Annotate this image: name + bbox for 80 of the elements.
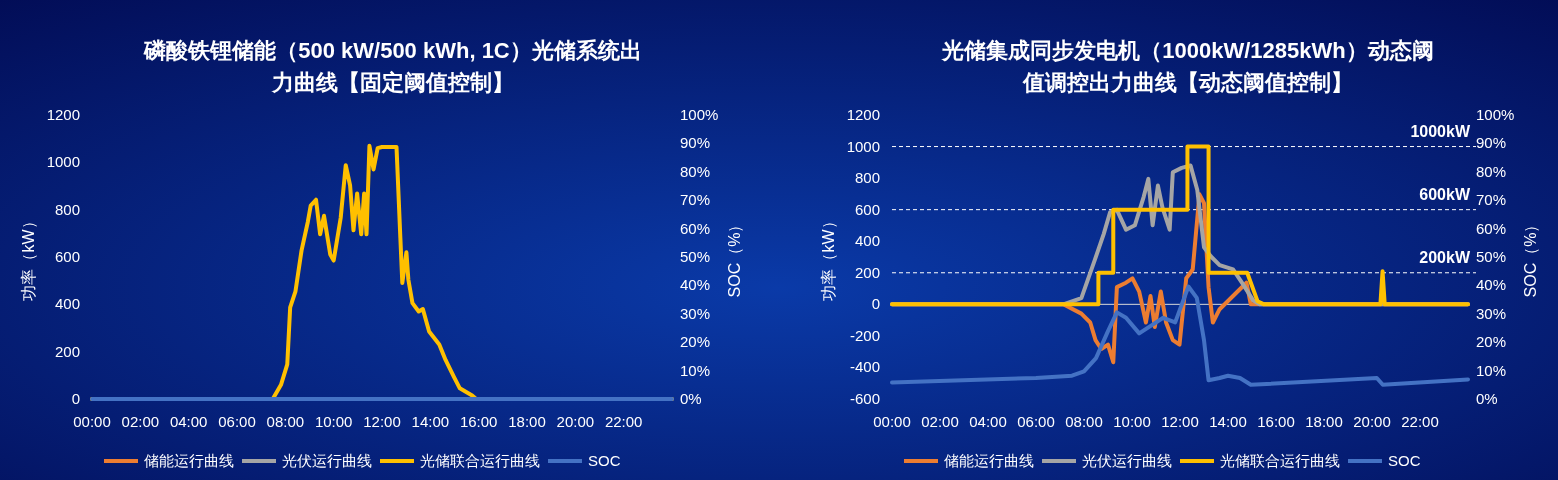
legend-label: SOC — [588, 452, 621, 469]
x-tick-label: 10:00 — [1113, 413, 1151, 430]
ref-line-label: 600kW — [1419, 185, 1471, 203]
x-tick-label: 20:00 — [1353, 413, 1391, 430]
x-tick-label: 00:00 — [873, 413, 911, 430]
y-tick-label: 400 — [854, 232, 880, 250]
ref-line-label: 200kW — [1419, 248, 1471, 266]
y2-tick-label: 50% — [680, 248, 711, 265]
x-tick-label: 22:00 — [1401, 413, 1439, 430]
x-tick-label: 18:00 — [508, 413, 546, 430]
y-tick-label: 1200 — [46, 106, 80, 123]
legend-label: 储能运行曲线 — [144, 452, 234, 469]
y2-tick-label: 30% — [1476, 304, 1507, 322]
y2-tick-label: 20% — [680, 333, 711, 351]
y2-tick-label: 100% — [680, 106, 719, 123]
x-tick-label: 02:00 — [121, 413, 160, 430]
x-tick-label: 02:00 — [921, 413, 959, 430]
y-tick-label: 0 — [71, 390, 80, 407]
y2-axis-title: SOC（%） — [1522, 216, 1539, 298]
x-tick-label: 12:00 — [1161, 413, 1199, 430]
x-tick-label: 16:00 — [459, 413, 498, 430]
y2-tick-label: 10% — [680, 361, 711, 379]
x-tick-label: 10:00 — [314, 413, 353, 430]
x-tick-label: 06:00 — [1017, 413, 1055, 430]
y2-tick-label: 90% — [680, 134, 711, 152]
legend-label: 储能运行曲线 — [944, 452, 1034, 469]
y2-tick-label: 100% — [1476, 106, 1515, 123]
x-tick-label: 22:00 — [604, 413, 643, 430]
y-tick-label: 1200 — [846, 106, 880, 123]
y2-tick-label: 20% — [1476, 333, 1507, 351]
y-tick-label: -400 — [849, 358, 880, 376]
ref-line-label: 1000kW — [1410, 122, 1471, 140]
y2-tick-label: 60% — [1476, 219, 1507, 237]
x-tick-label: 04:00 — [969, 413, 1007, 430]
x-tick-label: 08:00 — [266, 413, 305, 430]
x-tick-label: 00:00 — [73, 413, 111, 430]
x-tick-label: 14:00 — [411, 413, 450, 430]
y-tick-label: 800 — [854, 169, 880, 187]
y2-tick-label: 0% — [1476, 390, 1498, 407]
y2-tick-label: 60% — [680, 219, 711, 237]
y-tick-label: 200 — [54, 342, 80, 360]
y2-tick-label: 80% — [1476, 162, 1507, 180]
x-tick-label: 16:00 — [1257, 413, 1295, 430]
x-tick-label: 18:00 — [1305, 413, 1343, 430]
y2-tick-label: 40% — [1476, 276, 1507, 294]
y-tick-label: 200 — [854, 263, 880, 281]
y-tick-label: 600 — [854, 200, 880, 218]
y-axis-title: 功率（kW） — [820, 213, 837, 301]
y2-tick-label: 70% — [680, 191, 711, 209]
y2-tick-label: 10% — [1476, 361, 1507, 379]
x-tick-label: 12:00 — [363, 413, 401, 430]
y-tick-label: 1000 — [846, 137, 880, 155]
y-tick-label: -200 — [849, 326, 880, 344]
legend-label: 光伏运行曲线 — [282, 452, 372, 469]
x-tick-label: 08:00 — [1065, 413, 1103, 430]
y2-tick-label: 90% — [1476, 134, 1507, 152]
y2-tick-label: 70% — [1476, 191, 1507, 209]
chart-title: 磷酸铁锂储能（500 kW/500 kWh, 1C）光储系统出力曲线【固定阈值控制】 — [143, 38, 642, 95]
legend-label: 光储联合运行曲线 — [1220, 452, 1340, 469]
legend-label: 光伏运行曲线 — [1082, 452, 1172, 469]
x-tick-label: 14:00 — [1209, 413, 1247, 430]
y2-tick-label: 80% — [680, 162, 711, 180]
y2-tick-label: 0% — [680, 390, 702, 407]
y-tick-label: 400 — [54, 295, 80, 313]
y2-tick-label: 40% — [680, 276, 711, 294]
y-axis-title: 功率（kW） — [20, 213, 37, 301]
y2-axis-title: SOC（%） — [726, 216, 743, 298]
y-tick-label: 800 — [54, 200, 80, 218]
x-tick-label: 20:00 — [556, 413, 595, 430]
x-tick-label: 06:00 — [218, 413, 256, 430]
y2-tick-label: 30% — [680, 304, 711, 322]
x-tick-label: 04:00 — [169, 413, 208, 430]
legend-label: SOC — [1388, 452, 1421, 469]
y-tick-label: -600 — [849, 390, 880, 407]
legend-label: 光储联合运行曲线 — [420, 452, 540, 469]
y-tick-label: 600 — [54, 248, 80, 265]
y2-tick-label: 50% — [1476, 248, 1507, 265]
y-tick-label: 0 — [871, 295, 880, 313]
y-tick-label: 1000 — [46, 153, 80, 171]
chart-title: 光储集成同步发电机（1000kW/1285kWh）动态阈值调控出力曲线【动态阈值控制】 — [941, 38, 1434, 95]
